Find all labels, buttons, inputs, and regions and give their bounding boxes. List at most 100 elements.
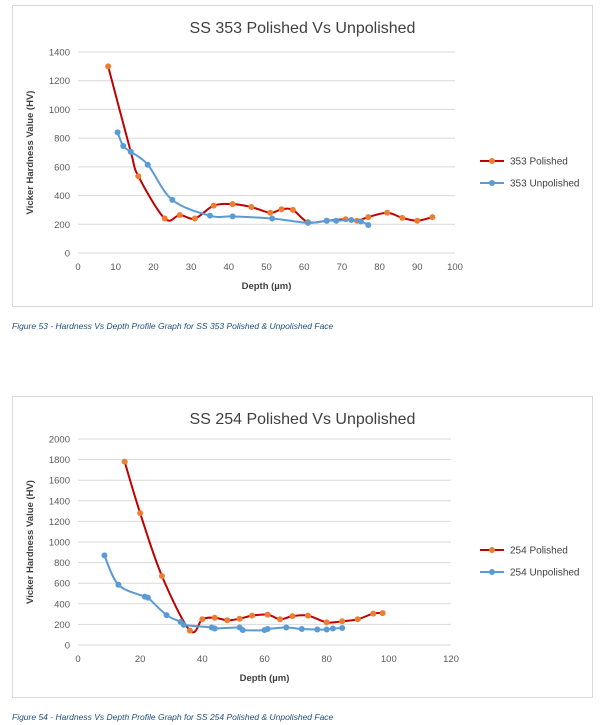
data-point-unpolished <box>329 625 336 632</box>
x-tick-label: 70 <box>337 262 348 273</box>
data-point-unpolished <box>169 196 176 203</box>
data-point-polished <box>210 202 217 209</box>
x-tick-label: 120 <box>443 654 459 665</box>
y-tick-label: 2000 <box>49 435 70 446</box>
data-point-unpolished <box>348 216 355 223</box>
data-point-unpolished <box>339 625 346 632</box>
data-point-polished <box>211 614 218 621</box>
data-point-polished <box>249 612 256 619</box>
x-tick-label: 0 <box>75 654 80 665</box>
y-tick-label: 800 <box>54 558 70 569</box>
data-point-polished <box>121 458 128 465</box>
y-tick-label: 1800 <box>49 455 70 466</box>
legend-label: 353 Polished <box>510 157 568 168</box>
y-tick-label: 0 <box>65 249 70 260</box>
x-tick-label: 60 <box>259 654 270 665</box>
data-point-unpolished <box>120 143 127 150</box>
data-point-polished <box>339 618 346 625</box>
chart-ss254: SS 254 Polished Vs Unpolished 0 200 400 600… <box>12 396 593 698</box>
data-point-polished <box>305 612 312 619</box>
legend-label: 254 Polished <box>510 546 568 557</box>
data-point-unpolished <box>239 627 246 634</box>
chart-plot-ss353: 0 200 400 600 800 1000 1200 1400 0 10 20 30 40 50 60 70… <box>25 48 580 293</box>
data-point-polished <box>161 215 168 222</box>
data-point-polished <box>354 616 361 623</box>
y-axis-label: Vicker Hardness Value (HV) <box>25 91 36 215</box>
x-tick-label: 80 <box>321 654 332 665</box>
data-point-unpolished <box>211 625 218 632</box>
data-point-polished <box>224 617 231 624</box>
x-tick-label: 90 <box>412 262 423 273</box>
data-point-unpolished <box>333 217 340 224</box>
data-point-polished <box>289 613 296 620</box>
series-line-unpolished <box>116 132 369 226</box>
data-point-polished <box>323 619 330 626</box>
data-point-unpolished <box>298 626 305 633</box>
data-point-unpolished <box>114 129 121 136</box>
data-point-unpolished <box>323 217 330 224</box>
data-point-unpolished <box>323 626 330 633</box>
data-point-unpolished <box>163 612 170 619</box>
y-tick-label: 1400 <box>49 496 70 507</box>
data-point-unpolished <box>180 621 187 628</box>
x-tick-label: 10 <box>110 262 121 273</box>
legend-marker <box>489 547 495 553</box>
series-line-polished <box>107 66 433 224</box>
data-point-polished <box>229 201 236 208</box>
data-point-unpolished <box>144 161 151 168</box>
x-tick-label: 60 <box>299 262 310 273</box>
data-point-unpolished <box>314 626 321 633</box>
x-tick-label: 0 <box>75 262 80 273</box>
data-point-polished <box>264 611 271 618</box>
data-point-polished <box>289 206 296 213</box>
data-point-polished <box>248 204 255 211</box>
data-point-unpolished <box>229 213 236 220</box>
x-tick-label: 20 <box>135 654 146 665</box>
data-point-polished <box>414 217 421 224</box>
chart-plot-ss254: 0 200 400 600 800 1000 1200 1400 1600 1800 2000 0 20… <box>25 435 580 685</box>
data-point-unpolished <box>264 626 271 633</box>
data-point-polished <box>105 63 112 70</box>
y-tick-label: 1000 <box>49 538 70 549</box>
y-tick-label: 0 <box>65 641 70 652</box>
y-tick-label: 400 <box>54 599 70 610</box>
x-tick-label: 80 <box>374 262 385 273</box>
figure-caption: Figure 54 - Hardness Vs Depth Profile Gr… <box>12 712 334 722</box>
data-point-unpolished <box>206 212 213 219</box>
y-axis-label: Vicker Hardness Value (HV) <box>25 480 36 604</box>
legend-label: 254 Unpolished <box>510 568 580 579</box>
chart-ss353: SS 353 Polished Vs Unpolished 0 200 400 600… <box>12 5 593 307</box>
data-point-polished <box>365 214 372 221</box>
x-axis-label: Depth (µm) <box>242 281 292 292</box>
y-tick-label: 1000 <box>49 105 70 116</box>
data-point-polished <box>236 615 243 622</box>
data-point-polished <box>137 510 144 517</box>
y-tick-label: 1200 <box>49 76 70 87</box>
data-point-polished <box>191 215 198 222</box>
data-point-unpolished <box>127 148 134 155</box>
x-tick-label: 100 <box>447 262 463 273</box>
series-line-polished <box>123 461 383 634</box>
data-point-polished <box>384 209 391 216</box>
data-point-polished <box>186 627 193 634</box>
y-tick-label: 200 <box>54 220 70 231</box>
y-tick-label: 600 <box>54 162 70 173</box>
y-tick-label: 800 <box>54 134 70 145</box>
y-tick-label: 600 <box>54 579 70 590</box>
chart-title: SS 353 Polished Vs Unpolished <box>189 20 416 37</box>
x-axis-label: Depth (µm) <box>240 673 290 684</box>
data-point-unpolished <box>144 594 151 601</box>
data-point-polished <box>429 214 436 221</box>
x-tick-label: 40 <box>224 262 235 273</box>
data-point-unpolished <box>283 624 290 631</box>
data-point-unpolished <box>269 215 276 222</box>
data-point-polished <box>277 616 284 623</box>
y-tick-label: 400 <box>54 191 70 202</box>
y-tick-label: 1600 <box>49 476 70 487</box>
y-tick-label: 1200 <box>49 517 70 528</box>
x-tick-label: 40 <box>197 654 208 665</box>
data-point-polished <box>135 173 142 180</box>
data-point-unpolished <box>365 222 372 229</box>
data-point-unpolished <box>101 552 108 559</box>
legend-marker <box>489 569 495 575</box>
